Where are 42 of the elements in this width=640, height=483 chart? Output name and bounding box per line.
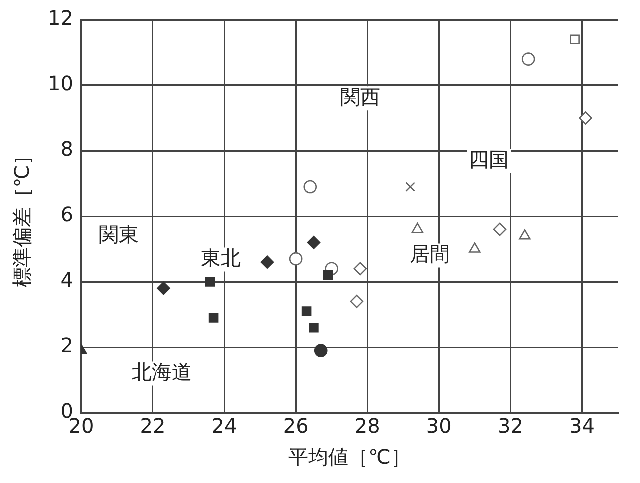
y-tick-label: 12 — [48, 6, 74, 30]
point — [208, 313, 219, 323]
point — [323, 270, 334, 280]
y-tick-label: 6 — [60, 202, 74, 227]
point — [309, 322, 319, 333]
y-tick-label: 10 — [48, 72, 74, 96]
x-tick-label: 30 — [426, 414, 452, 438]
point — [289, 252, 303, 266]
point — [406, 182, 416, 192]
annotation: 居間 — [410, 242, 450, 266]
point — [579, 112, 592, 125]
annotation: 関東 — [99, 222, 140, 246]
x-tick-label: 32 — [498, 414, 524, 438]
y-tick-label: 4 — [60, 268, 74, 292]
y-tick-label: 2 — [60, 334, 74, 358]
annotation: 東北 — [200, 246, 241, 270]
x-tick-label: 26 — [283, 414, 309, 438]
annotation: 北海道 — [132, 360, 192, 384]
point — [314, 344, 328, 358]
point — [570, 34, 580, 45]
point — [519, 230, 531, 240]
y-axis-title: 標準偏差［℃］ — [10, 145, 34, 288]
point — [493, 222, 507, 236]
y-tick-label: 8 — [60, 137, 74, 162]
point — [350, 295, 364, 308]
point — [205, 277, 216, 287]
annotation: 関西 — [340, 84, 380, 109]
x-tick-label: 28 — [354, 414, 380, 438]
point — [307, 236, 321, 250]
point — [354, 262, 368, 276]
x-tick-label: 34 — [570, 414, 595, 438]
point — [302, 306, 312, 316]
point — [157, 282, 170, 296]
annotation: 四国 — [469, 148, 510, 172]
x-tick-label: 24 — [212, 414, 238, 438]
point — [412, 222, 424, 234]
point — [469, 242, 481, 253]
point — [260, 256, 274, 269]
point — [304, 180, 318, 194]
x-axis-title: 平均値［℃］ — [288, 445, 411, 470]
point — [522, 52, 536, 66]
x-tick-label: 22 — [140, 414, 166, 438]
